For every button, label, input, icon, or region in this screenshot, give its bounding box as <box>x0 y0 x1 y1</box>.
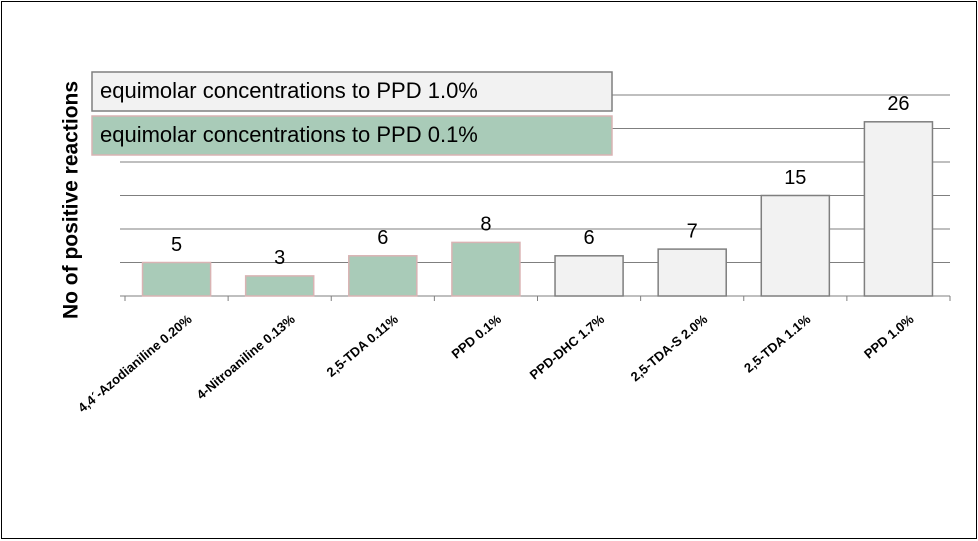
value-label: 26 <box>887 93 909 115</box>
value-label: 6 <box>584 227 595 249</box>
value-label: 6 <box>377 227 388 249</box>
bar <box>554 255 624 297</box>
value-label: 8 <box>480 214 491 236</box>
bar <box>451 241 521 297</box>
bar <box>760 194 831 297</box>
bar <box>348 255 418 297</box>
value-label: 7 <box>687 220 698 242</box>
value-label: 3 <box>274 247 285 269</box>
y-axis-label: No of positive reactions <box>60 81 83 319</box>
bar <box>863 121 934 297</box>
legend-label: equimolar concentrations to PPD 0.1% <box>100 122 478 147</box>
legend-box <box>91 115 613 156</box>
bar <box>141 261 212 297</box>
bar <box>657 248 727 297</box>
legend-box <box>91 71 613 112</box>
value-label: 5 <box>171 234 182 256</box>
bar <box>244 275 315 297</box>
value-label: 15 <box>784 167 806 189</box>
legend-label: equimolar concentrations to PPD 1.0% <box>100 78 478 103</box>
